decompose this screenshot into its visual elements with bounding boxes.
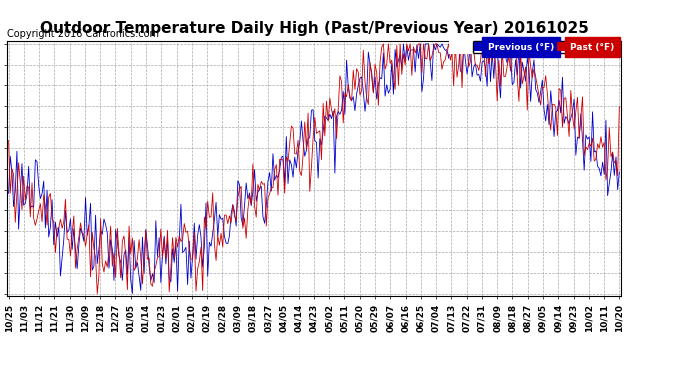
Text: Copyright 2016 Cartronics.com: Copyright 2016 Cartronics.com <box>7 29 159 39</box>
Title: Outdoor Temperature Daily High (Past/Previous Year) 20161025: Outdoor Temperature Daily High (Past/Pre… <box>39 21 589 36</box>
Legend: Previous (°F), Past (°F): Previous (°F), Past (°F) <box>473 40 616 53</box>
